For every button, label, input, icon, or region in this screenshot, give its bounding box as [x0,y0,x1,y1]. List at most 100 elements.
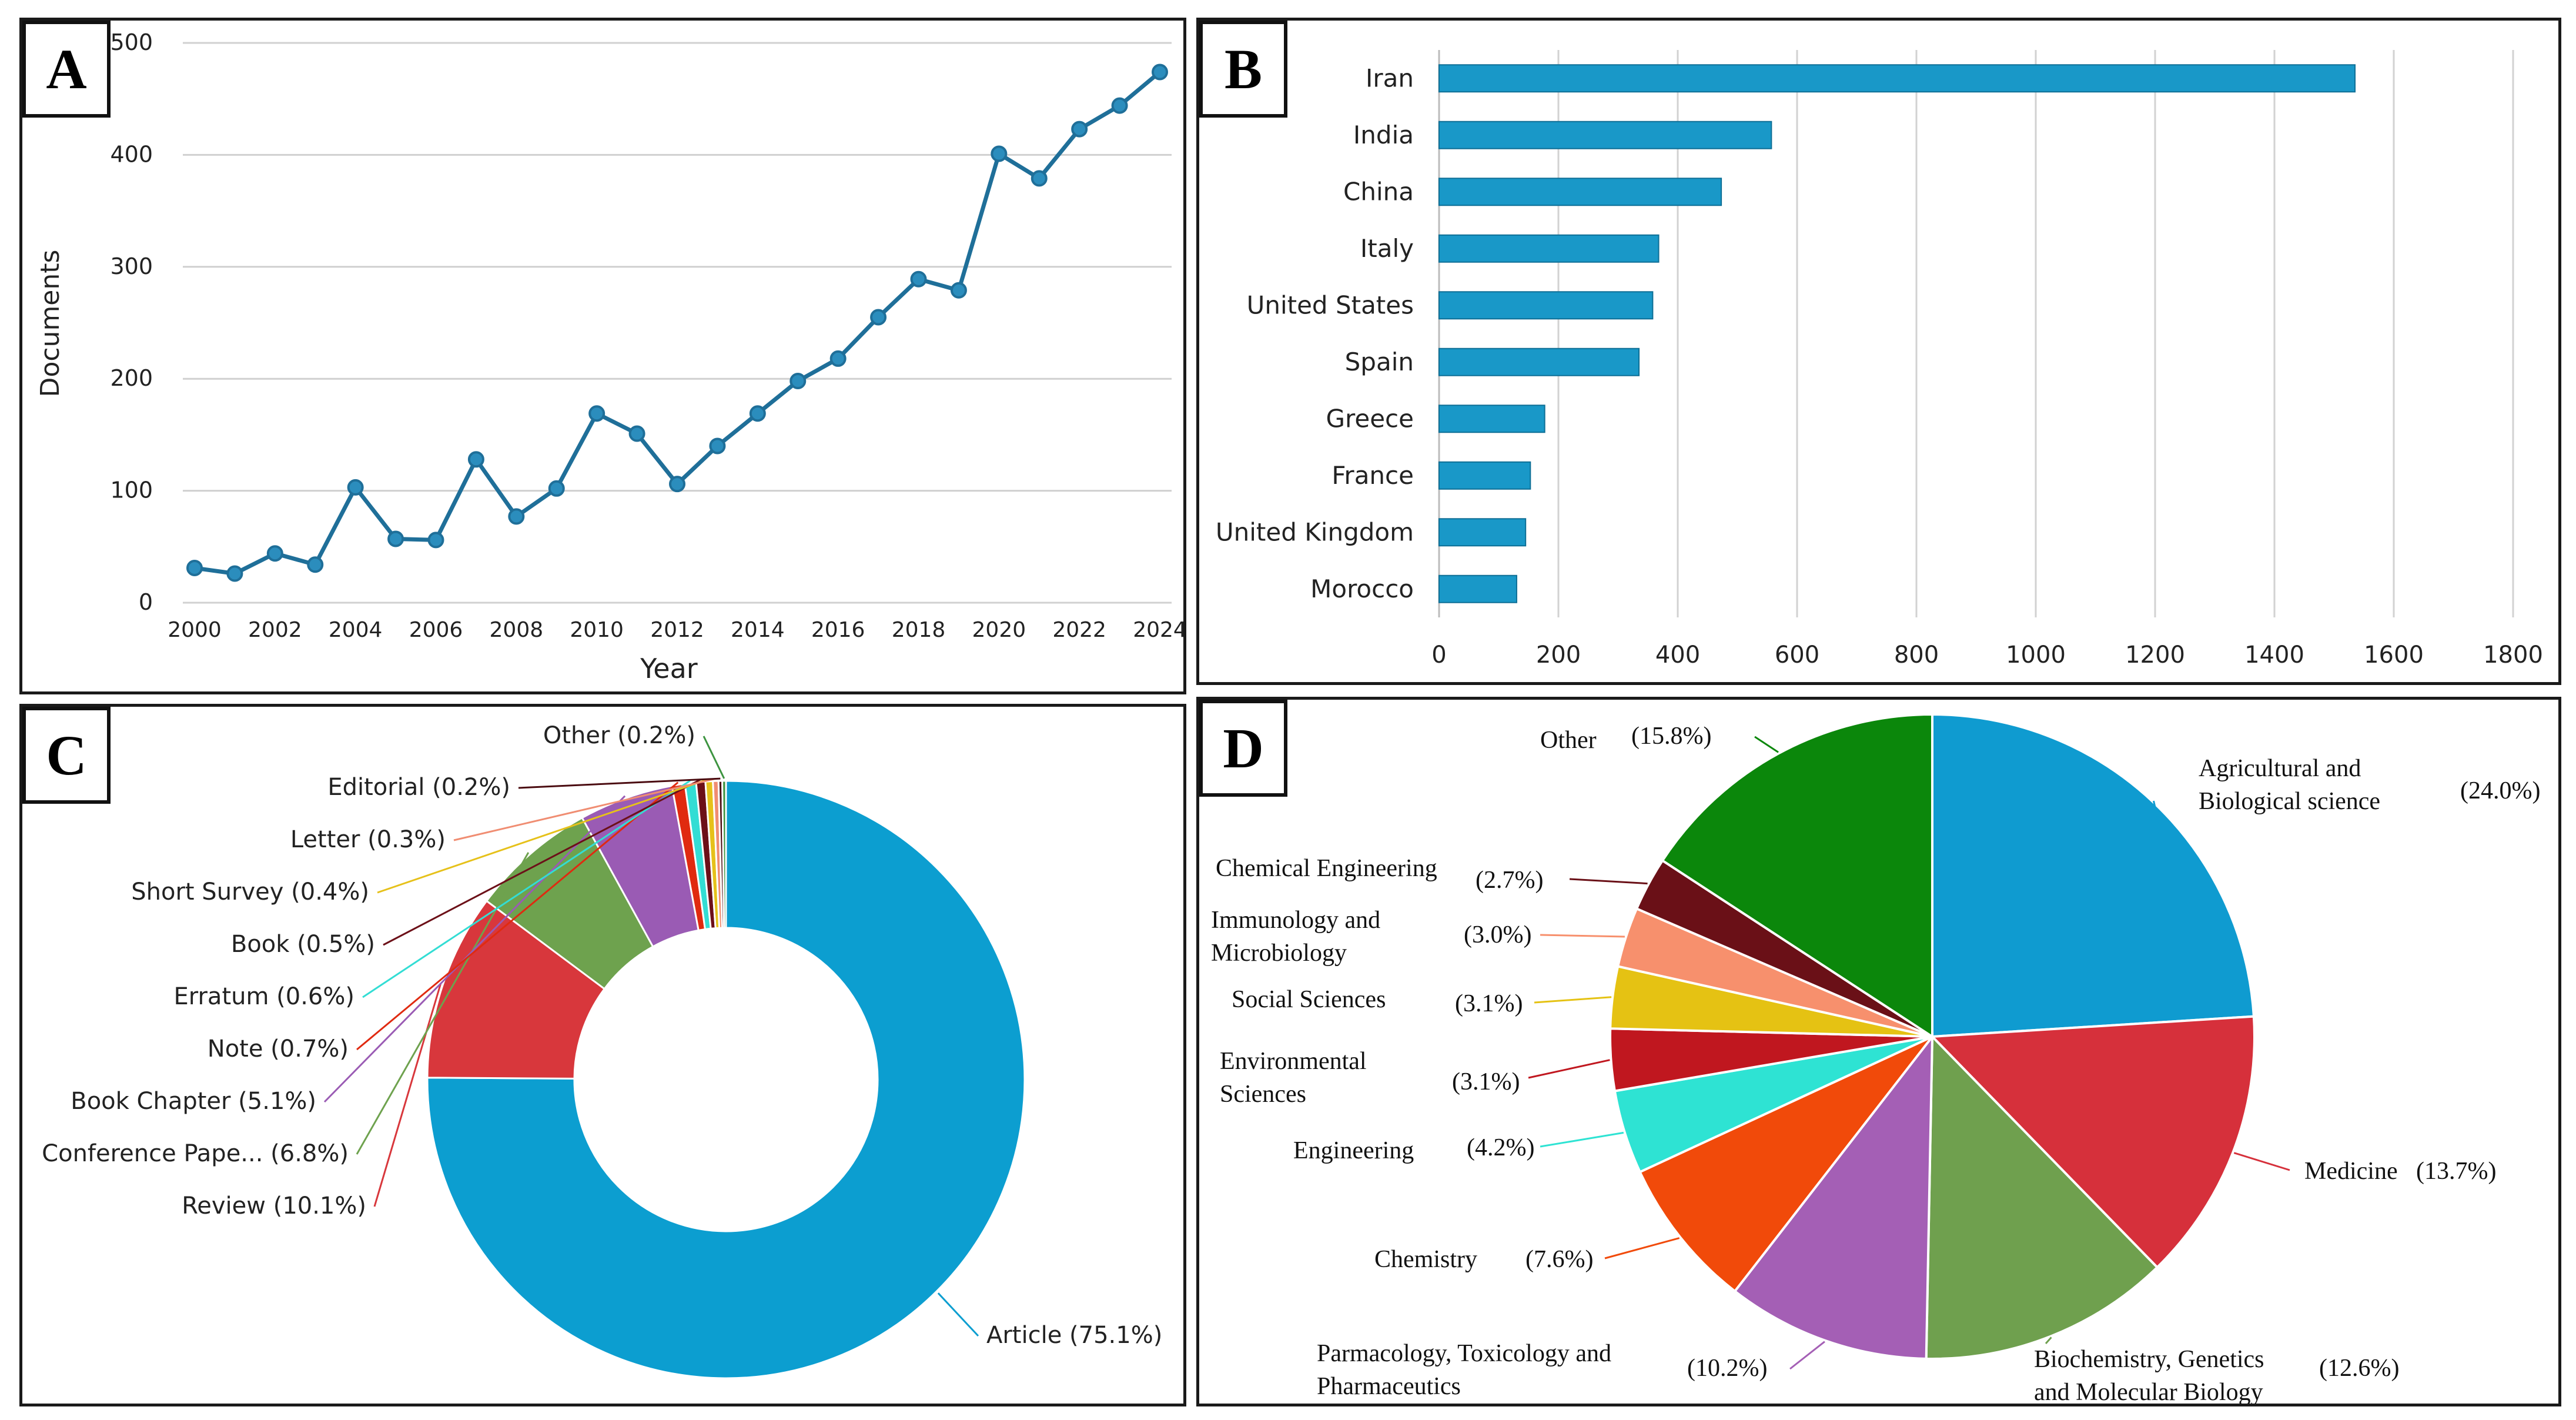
x-tick-label: 2024 [1133,618,1183,642]
leader-line [2233,1152,2290,1171]
leader-line [356,781,679,1051]
slice-label: Other [1540,727,1597,754]
leader-line [2153,800,2159,818]
y-tick-label: 100 [110,477,153,503]
category-label: Morocco [1310,574,1414,603]
slice-label: Environmental Sciences [1220,1048,1367,1108]
leader-line [1569,878,1648,885]
x-tick-label: 2002 [248,618,302,642]
category-label: Greece [1326,404,1414,433]
leader-line [1534,996,1612,1004]
slice-label: Biochemistry, Genetics and Molecular Biol… [2034,1346,2264,1404]
data-point [1152,64,1168,81]
data-point [910,270,927,288]
slice-percent: (7.6%) [1525,1246,1593,1273]
bar-spain [1438,348,1640,376]
bar-greece [1438,405,1545,433]
slice-other [1661,713,1933,1039]
slice-label: Chemical Engineering [1216,855,1437,882]
panel-label-b: B [1199,21,1287,118]
x-tick-label: 2020 [972,618,1026,642]
slice-label: Article (75.1%) [986,1322,1162,1349]
leader-line [702,736,725,779]
bar-china [1438,178,1722,206]
slice-agricultural-and-biological-science [1931,713,2256,1038]
series-line [194,70,1162,576]
category-label: Iran [1366,64,1414,92]
slice-biochemistry-genetics-and-molecular-biology [1925,1034,2159,1360]
leader-line [2045,1337,2052,1344]
slice-label: Letter (0.3%) [290,826,446,853]
data-point [467,451,484,468]
slice-percent: (24.0%) [2460,777,2540,804]
data-point [1071,121,1088,138]
panel-b: 0 200 400 600 800 1000 1200 1400 1600 1800 Iran Ind… [1196,18,2561,685]
leader-line [356,852,530,1155]
slice-percent: (4.2%) [1467,1134,1534,1161]
x-tick-label: 600 [1775,641,1819,669]
panel-a: 0 100 200 300 400 500 2000 2002 2004 2006 2008 2010… [19,18,1186,694]
slice-percent: (3.0%) [1464,921,1531,948]
leader-line [1789,1341,1825,1370]
slice-label: Engineering [1293,1137,1414,1164]
data-point [789,373,807,390]
x-tick-label: 200 [1536,641,1581,669]
data-point [709,437,726,455]
bar-united-kingdom [1438,518,1527,547]
y-tick-label: 300 [110,253,153,279]
donut-chart-c: Article (75.1%) Review (10.1%) Conference … [42,722,1162,1379]
category-label: United States [1247,290,1414,319]
slice-label: Editorial (0.2%) [327,774,510,801]
data-point [749,405,766,422]
x-tick-label: 1800 [2483,641,2543,669]
slice-label: Review (10.1%) [182,1192,366,1219]
bar-india [1438,121,1772,149]
data-point [226,565,243,582]
y-tick-label: 200 [110,365,153,391]
slice-label: Medicine [2304,1158,2398,1185]
leader-line [1528,1059,1610,1079]
slice-label: Agricultural and Biological science [2199,755,2380,815]
data-point [870,309,887,326]
data-point [307,556,324,573]
slice-label: Other (0.2%) [543,722,695,749]
y-tick-label: 400 [110,141,153,167]
pie-chart-d: Agricultural and Biological science (24.0%… [1211,713,2540,1404]
x-tick-label: 2016 [811,618,865,642]
panel-label-a: A [22,21,111,118]
slice-label: Short Survey (0.4%) [131,878,369,906]
leader-line [373,983,442,1207]
bar-france [1438,461,1531,490]
data-point [628,425,645,442]
panel-c: Article (75.1%) Review (10.1%) Conference … [19,704,1186,1406]
category-label: China [1343,177,1414,206]
data-point [1111,97,1128,114]
line-chart-a: 0 100 200 300 400 500 2000 2002 2004 2006 2008 2010… [35,29,1183,684]
slice-percent: (3.1%) [1452,1068,1520,1095]
slice-label: Book (0.5%) [231,931,375,958]
x-tick-label: 2006 [409,618,463,642]
category-label: United Kingdom [1216,517,1414,546]
bar-morocco [1438,574,1517,603]
data-point [991,145,1008,162]
slice-chemistry [1638,1035,1933,1293]
x-tick-label: 1200 [2125,641,2185,669]
data-point [548,480,565,497]
bar-chart-b: 0 200 400 600 800 1000 1200 1400 1600 1800 Iran Ind… [1216,50,2543,669]
slice-percent: (12.6%) [2319,1355,2399,1382]
slice-label: Immunology and Microbiology [1211,907,1380,967]
data-point [588,405,605,422]
slice-percent: (3.1%) [1455,990,1523,1017]
y-tick-label: 0 [139,589,153,615]
x-tick-label: 2012 [650,618,704,642]
x-tick-label: 2010 [570,618,624,642]
y-tick-label: 500 [110,29,153,55]
leader-line [937,1292,979,1337]
x-tick-label: 1600 [2364,641,2424,669]
x-tick-label: 2008 [490,618,544,642]
data-point [950,282,967,299]
leader-line [383,779,701,946]
x-tick-label: 2000 [168,618,222,642]
slice-label: Parmacology, Toxicology and Pharmaceutics [1317,1340,1611,1400]
slice-label: Book Chapter (5.1%) [71,1088,316,1115]
